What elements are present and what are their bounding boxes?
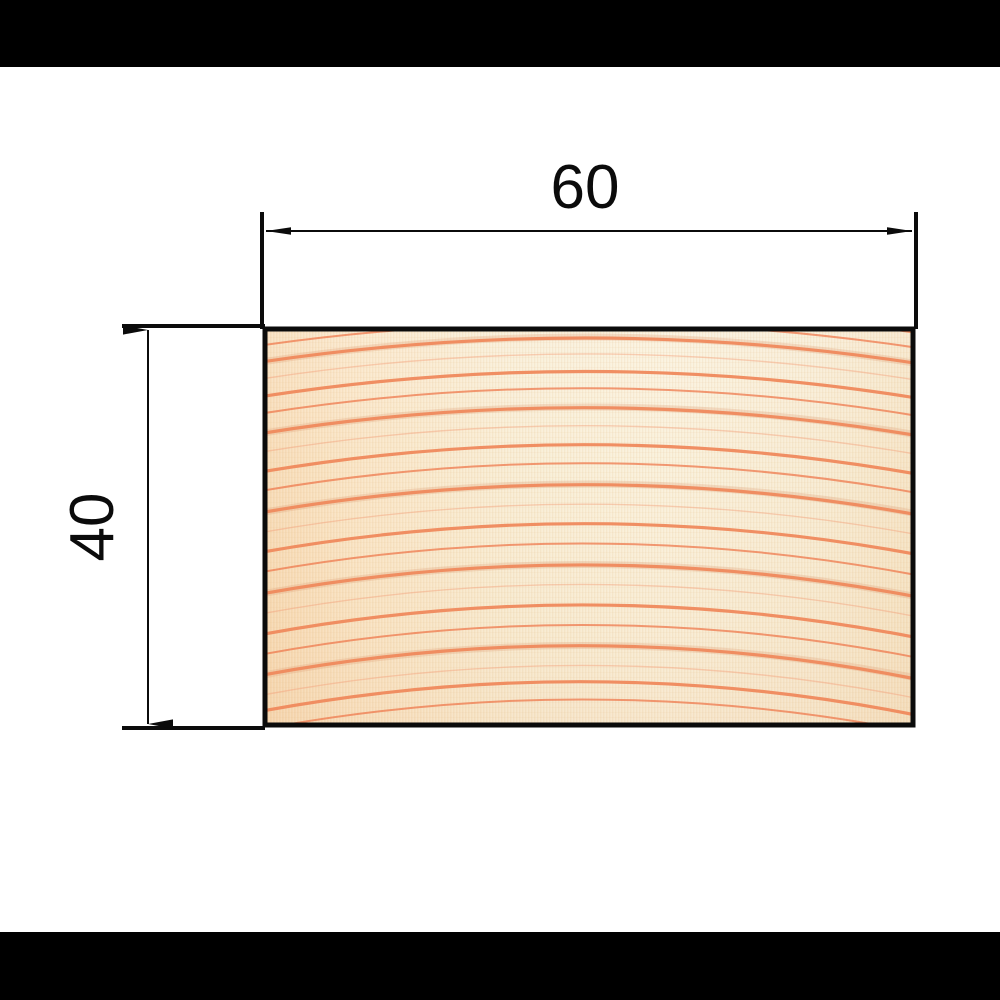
dimension-label-height: 40 <box>58 493 127 562</box>
cross-section-outline <box>262 326 916 728</box>
letterbox-top-bar <box>0 0 1000 67</box>
drawing-canvas: 60 40 <box>0 67 1000 932</box>
technical-drawing: 60 40 <box>58 153 918 730</box>
dimension-label-width: 60 <box>551 153 620 222</box>
letterbox-bottom-bar <box>0 932 1000 1000</box>
dimension-height: 40 <box>58 324 265 730</box>
dimension-width: 60 <box>260 153 918 329</box>
timber-cross-section <box>262 326 916 728</box>
wood-grain-rings <box>265 329 913 725</box>
